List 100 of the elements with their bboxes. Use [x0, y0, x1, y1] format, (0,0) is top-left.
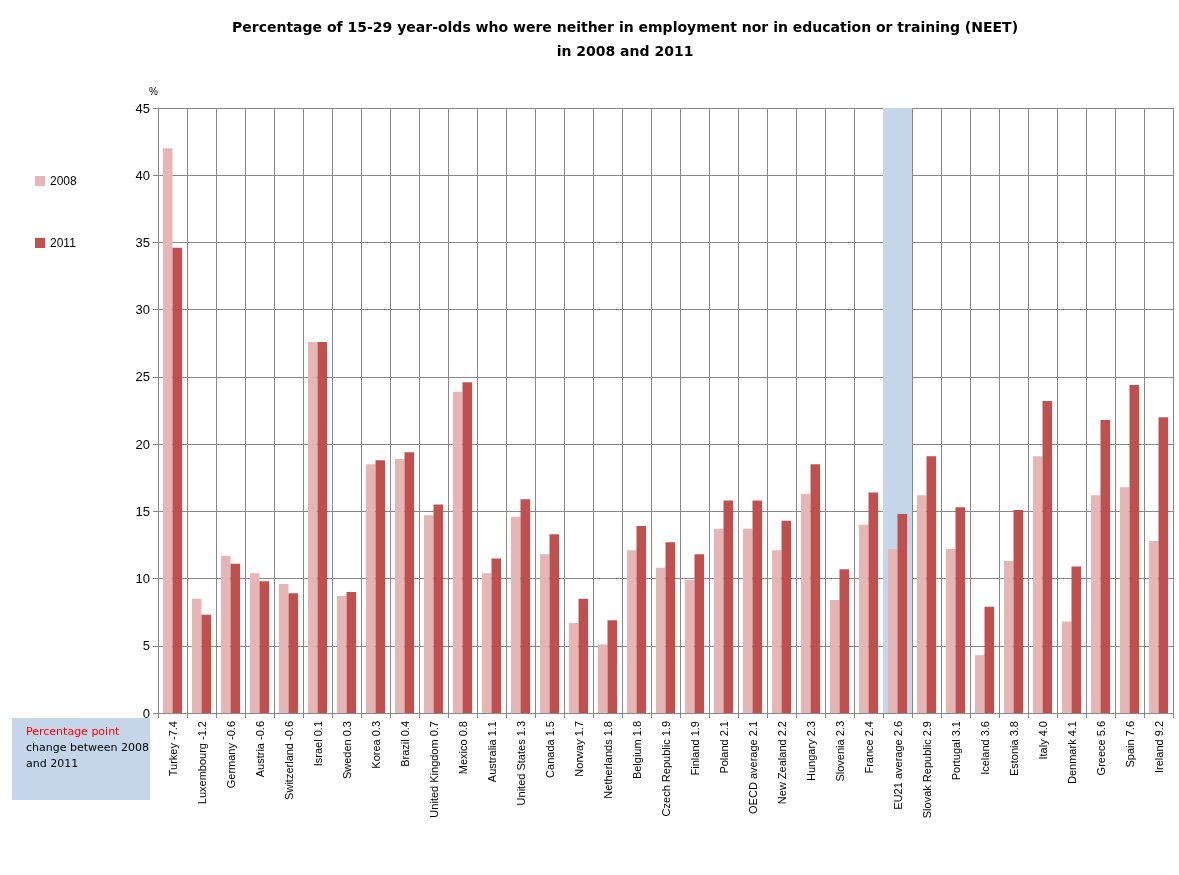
- y-tick-label: 5: [142, 638, 150, 654]
- x-tick-label: United Kingdom 0.7: [427, 721, 440, 818]
- y-tick-label: 35: [135, 234, 150, 250]
- x-tick-label: Canada 1.5: [543, 721, 556, 778]
- bar: [684, 579, 695, 713]
- bar: [713, 528, 724, 713]
- x-tick-label: Mexico 0.8: [456, 721, 469, 775]
- y-tick-label: 15: [135, 503, 150, 519]
- y-tick-label: 10: [135, 571, 150, 587]
- bar: [984, 606, 995, 713]
- x-tick-label: France 2.4: [862, 721, 875, 774]
- bar: [1032, 456, 1043, 713]
- x-tick-label: Netherlands 1.8: [601, 721, 614, 799]
- bar: [201, 614, 212, 713]
- bar: [916, 495, 927, 713]
- bar: [162, 148, 173, 713]
- bar: [191, 598, 202, 713]
- bar: [578, 598, 589, 713]
- bar: [1100, 419, 1111, 713]
- bar: [423, 515, 434, 713]
- bar: [636, 526, 647, 713]
- x-tick-label: Spain 7.6: [1123, 721, 1136, 768]
- bar: [452, 391, 463, 713]
- bar: [887, 548, 898, 713]
- y-tick-label: 25: [135, 369, 150, 385]
- chart-title: Percentage of 15-29 year-olds who were neither in employment nor in education or training (NEET) in 2008 and 2011: [231, 19, 1019, 59]
- y-axis-title: %: [149, 85, 159, 97]
- x-tick-label: Switzerland -0.6: [282, 721, 295, 800]
- x-tick-label: Korea 0.3: [369, 721, 382, 769]
- bar: [1129, 384, 1140, 713]
- x-tick-label: OECD average 2.1: [746, 721, 759, 814]
- x-tick-label: Luxembourg -1.2: [195, 721, 208, 805]
- y-tick-label: 45: [135, 100, 150, 116]
- bar: [549, 534, 560, 713]
- bar: [771, 550, 782, 713]
- x-tick-label: Sweden 0.3: [340, 721, 353, 780]
- bar: [1042, 401, 1053, 713]
- bar: [723, 500, 734, 713]
- x-tick-label: Norway 1.7: [572, 721, 585, 777]
- y-tick-label: 30: [135, 302, 150, 318]
- x-tick-label: Belgium 1.8: [630, 721, 643, 780]
- bar: [781, 520, 792, 713]
- legend-label: 2011: [50, 236, 77, 250]
- bar: [259, 581, 270, 713]
- bar: [1061, 621, 1072, 713]
- bar: [665, 542, 676, 713]
- bar: [1071, 566, 1082, 713]
- y-tick-label: 40: [135, 167, 150, 183]
- x-tick-label: Israel 0.1: [311, 721, 324, 767]
- x-tick-label: Turkey -7.4: [166, 721, 179, 777]
- bar: [317, 341, 328, 713]
- x-tick-label: Germany -0.6: [224, 721, 237, 789]
- x-tick-label: Portugal 3.1: [949, 721, 962, 781]
- bar: [491, 558, 502, 713]
- bar: [974, 655, 985, 713]
- x-tick-label: Estonia 3.8: [1007, 721, 1020, 777]
- x-tick-label: Greece 5.6: [1094, 721, 1107, 776]
- bar: [520, 499, 531, 713]
- bar: [897, 514, 908, 713]
- bar: [752, 500, 763, 713]
- bar: [626, 550, 637, 713]
- bar: [1158, 417, 1169, 713]
- bar: [607, 620, 618, 713]
- bar: [839, 569, 850, 713]
- bar: [1090, 495, 1101, 713]
- x-tick-label: Australia 1.1: [485, 721, 498, 783]
- x-tick-label: Iceland 3.6: [978, 721, 991, 775]
- x-tick-label: Slovak Republic 2.9: [920, 721, 933, 819]
- y-tick-label: 20: [135, 436, 150, 452]
- legend-label: 2008: [50, 174, 78, 188]
- bar: [1148, 540, 1159, 713]
- x-tick-label: Ireland 9.2: [1152, 721, 1165, 773]
- bar: [655, 567, 666, 713]
- x-tick-label: Hungary 2.3: [804, 721, 817, 781]
- bar: [404, 452, 415, 713]
- bar: [481, 573, 492, 713]
- x-tick-label: Finland 1.9: [688, 721, 701, 776]
- x-tick-label: Italy 4.0: [1036, 721, 1049, 760]
- bar: [858, 524, 869, 713]
- x-tick-label: United States 1.3: [514, 721, 527, 806]
- x-tick-label: Poland 2.1: [717, 721, 730, 774]
- bar: [694, 554, 705, 713]
- bar: [365, 464, 376, 713]
- bar: [462, 382, 473, 713]
- x-tick-label: Austria -0.6: [253, 721, 266, 778]
- bar: [172, 247, 183, 713]
- bar: [1013, 509, 1024, 713]
- bar: [829, 600, 840, 713]
- bar: [394, 458, 405, 713]
- bar: [278, 583, 289, 713]
- bar: [336, 596, 347, 713]
- bar: [945, 548, 956, 713]
- bar: [1003, 561, 1014, 713]
- bar: [539, 554, 550, 713]
- text: Percentage point: [26, 724, 121, 740]
- x-tick-label: Brazil 0.4: [398, 721, 411, 767]
- bar: [926, 456, 937, 713]
- bar: [800, 493, 811, 713]
- bar: [597, 644, 608, 713]
- x-tick-label: EU21 average 2.6: [891, 721, 904, 810]
